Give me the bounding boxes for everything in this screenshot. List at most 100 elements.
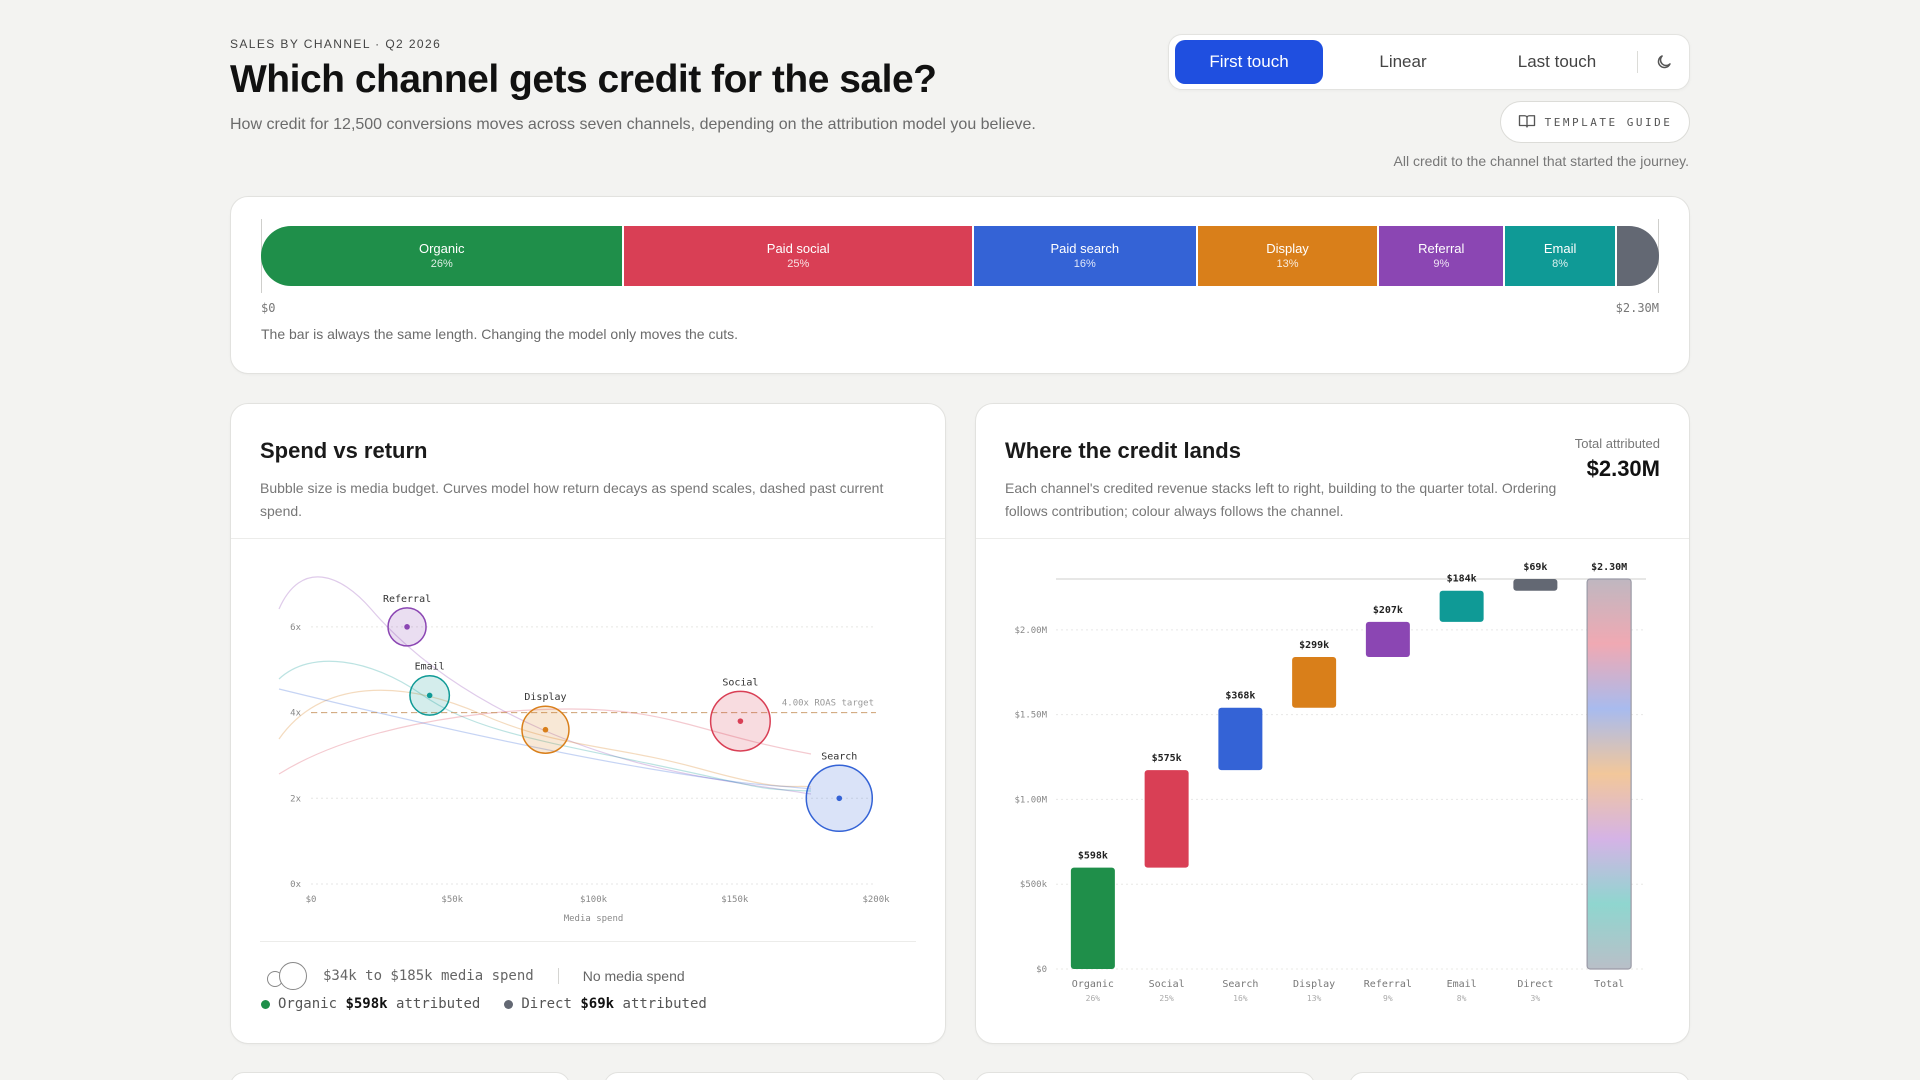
share-segment-name: Display xyxy=(1266,241,1309,256)
total-attributed-label: Total attributed xyxy=(1574,436,1660,451)
share-segment-name: Paid search xyxy=(1050,241,1120,256)
page-title: Which channel gets credit for the sale? xyxy=(230,58,937,101)
waterfall-bar-referral xyxy=(1365,621,1410,657)
share-segment-paid-social[interactable]: Paid social 25% xyxy=(624,226,974,286)
share-segment-pct: 25% xyxy=(787,258,810,270)
bar-value-label: $598k xyxy=(1078,851,1108,862)
template-guide-button[interactable]: TEMPLATE GUIDE xyxy=(1500,101,1690,143)
bubble-center-dot xyxy=(542,726,549,733)
moon-icon[interactable] xyxy=(1652,50,1676,74)
share-segment-display[interactable]: Display 13% xyxy=(1197,226,1380,286)
bar-value-label: $207k xyxy=(1373,605,1403,616)
y-tick-label: 6x xyxy=(290,623,301,633)
category-label: Referral xyxy=(1364,979,1412,990)
y-tick-label: $1.50M xyxy=(1014,711,1047,721)
share-segment-paid-search[interactable]: Paid search 16% xyxy=(973,226,1198,286)
decay-curve xyxy=(278,576,812,795)
category-label: Organic xyxy=(1072,979,1114,990)
share-segment-referral[interactable]: Referral 9% xyxy=(1379,226,1506,286)
y-tick-label: $500k xyxy=(1020,880,1048,890)
category-label: Search xyxy=(1222,979,1258,990)
x-tick-label: $100k xyxy=(580,895,608,905)
direct-value: $69k xyxy=(580,996,615,1012)
share-segment-direct[interactable] xyxy=(1617,226,1659,286)
y-tick-label: 0x xyxy=(290,880,301,890)
no-spend-text: No media spend xyxy=(582,968,685,984)
category-pct-label: 13% xyxy=(1307,994,1322,1003)
bubble-size-legend: $34k to $185k media spend No media spend xyxy=(267,962,685,990)
bar-value-label: $575k xyxy=(1152,753,1182,764)
bubble-label: Display xyxy=(524,692,566,703)
x-tick-label: $150k xyxy=(721,895,749,905)
next-card-stub xyxy=(230,1072,570,1080)
page-subtitle: How credit for 12,500 conversions moves … xyxy=(230,116,1036,133)
bubble-size-icon xyxy=(267,962,311,990)
share-segment-name: Organic xyxy=(418,241,465,256)
bubble-label: Social xyxy=(722,677,758,688)
card-description: Bubble size is media budget. Curves mode… xyxy=(260,480,884,519)
bubble-label: Search xyxy=(821,751,857,762)
category-pct-label: 9% xyxy=(1383,994,1393,1003)
direct-label: Direct xyxy=(521,996,572,1012)
card-divider xyxy=(976,538,1689,539)
credit-share-card: Organic 26% Paid social 25% Paid search 16% Di… xyxy=(230,196,1690,374)
decay-curve xyxy=(278,708,812,775)
bubble-center-dot xyxy=(404,624,410,630)
spend-vs-return-card: Spend vs return Bubble size is media bud… xyxy=(230,403,946,1044)
x-tick-label: $200k xyxy=(862,895,890,905)
share-segment-organic[interactable]: Organic 26% xyxy=(261,226,625,286)
total-attributed-value: $2.30M xyxy=(1586,456,1660,481)
share-bar-note: The bar is always the same length. Chang… xyxy=(261,326,739,342)
bubble-center-dot xyxy=(737,718,744,724)
bar-value-label: $299k xyxy=(1299,640,1329,651)
card-title: Where the credit lands xyxy=(1005,438,1241,463)
direct-suffix: attributed xyxy=(622,996,707,1012)
share-segment-email[interactable]: Email 8% xyxy=(1505,226,1618,286)
x-tick-label: $50k xyxy=(441,895,463,905)
card-title: Spend vs return xyxy=(260,438,428,463)
model-description: All credit to the channel that started t… xyxy=(1393,153,1689,169)
y-tick-label: $0 xyxy=(1036,965,1047,975)
credit-waterfall-card: Where the credit lands Each channel's cr… xyxy=(975,403,1690,1044)
next-card-stub xyxy=(1349,1072,1690,1080)
waterfall-bar-organic xyxy=(1070,867,1115,969)
bar-value-label: $184k xyxy=(1447,574,1477,585)
card-description: Each channel's credited revenue stacks l… xyxy=(1005,480,1557,519)
direct-dot xyxy=(504,999,514,1009)
share-segment-name: Referral xyxy=(1418,241,1465,256)
y-tick-label: 2x xyxy=(290,794,301,804)
organic-label: Organic xyxy=(278,996,338,1012)
next-card-stub xyxy=(975,1072,1315,1080)
category-label: Direct xyxy=(1517,979,1553,990)
model-option-first-touch[interactable]: First touch xyxy=(1175,40,1323,84)
next-card-stub xyxy=(604,1072,946,1080)
organic-value: $598k xyxy=(345,996,388,1012)
waterfall-bar-social xyxy=(1144,770,1189,868)
x-tick-label: $0 xyxy=(306,895,317,905)
share-segment-pct: 26% xyxy=(430,258,453,270)
template-guide-label: TEMPLATE GUIDE xyxy=(1544,115,1673,129)
share-segment-pct: 13% xyxy=(1276,258,1299,270)
category-pct-label: 16% xyxy=(1233,994,1248,1003)
organic-suffix: attributed xyxy=(396,996,481,1012)
spend-range-text: $34k to $185k media spend xyxy=(323,968,534,984)
bubble-center-dot xyxy=(426,692,433,699)
decay-curve xyxy=(278,688,812,790)
category-pct-label: 26% xyxy=(1086,994,1101,1003)
y-tick-label: $1.00M xyxy=(1014,795,1047,805)
waterfall-bar-direct xyxy=(1513,579,1558,591)
waterfall-bar-search xyxy=(1218,707,1263,771)
category-label: Email xyxy=(1447,979,1477,990)
legend-divider xyxy=(260,941,916,942)
share-segment-pct: 9% xyxy=(1433,258,1450,270)
model-option-linear[interactable]: Linear xyxy=(1379,52,1427,71)
x-axis-label: Media spend xyxy=(564,914,624,924)
attribution-model-switch: First touch Linear Last touch xyxy=(1168,34,1690,90)
category-pct-label: 25% xyxy=(1159,994,1174,1003)
share-segment-pct: 8% xyxy=(1552,258,1569,270)
organic-dot xyxy=(261,999,270,1009)
credit-share-bar: Organic 26% Paid social 25% Paid search 16% Di… xyxy=(261,226,1659,286)
roas-target-label: 4.00x ROAS target xyxy=(782,699,874,709)
model-option-last-touch[interactable]: Last touch xyxy=(1517,52,1597,71)
waterfall-bar-display xyxy=(1292,657,1337,708)
